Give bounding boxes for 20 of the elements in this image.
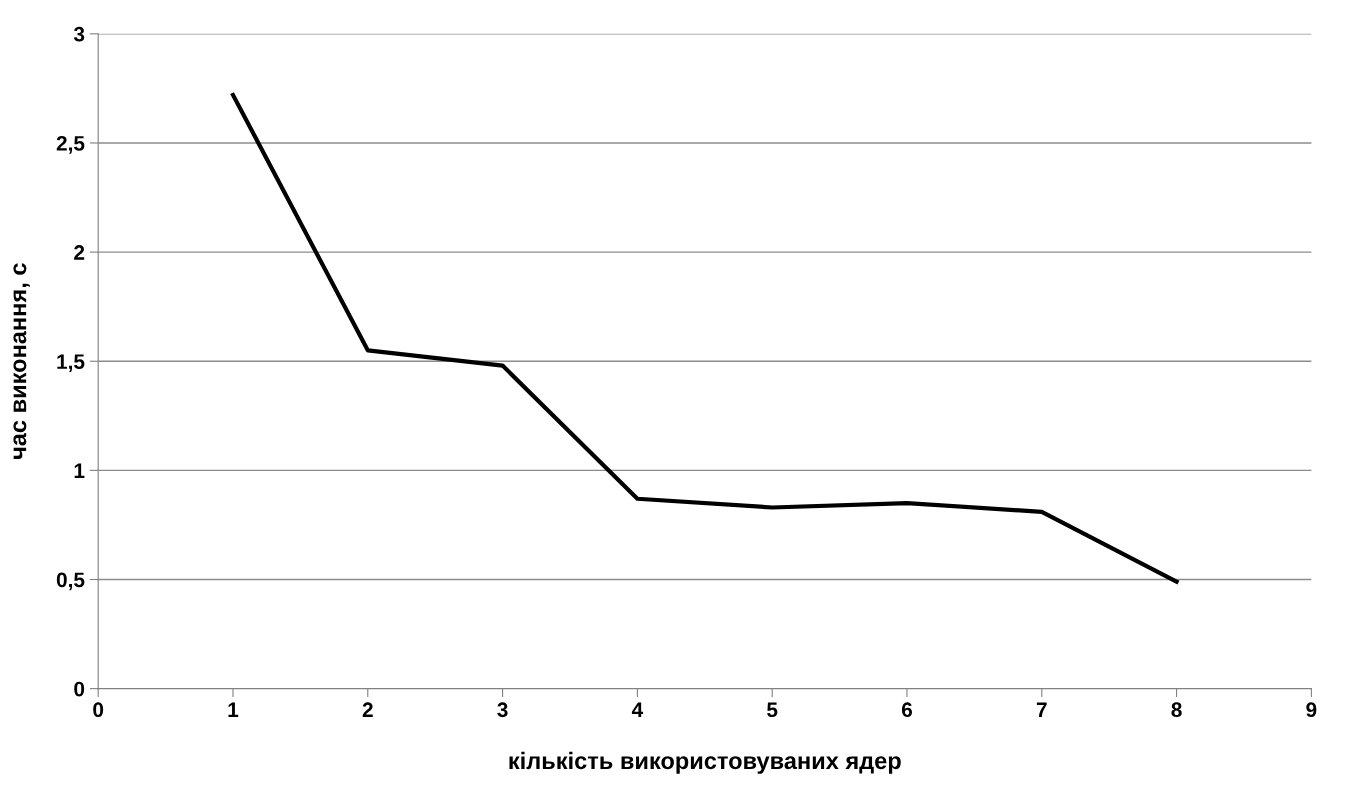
- x-axis-title: кількість використовуваних ядер: [509, 751, 901, 774]
- x-tick-label: 8: [1171, 702, 1182, 718]
- y-tick-label: 3: [73, 26, 85, 42]
- x-tick-label: 9: [1306, 702, 1317, 718]
- y-axis-title: час виконання, с: [13, 263, 30, 459]
- y-tick-label: 0: [74, 681, 85, 697]
- x-tick-label: 4: [631, 702, 644, 717]
- x-tick-label: 2: [362, 702, 373, 717]
- y-tick-label: 1,5: [57, 354, 85, 373]
- x-tick-label: 0: [93, 702, 104, 718]
- y-tick-label: 0,5: [56, 572, 85, 591]
- x-tick-label: 5: [767, 702, 778, 718]
- x-tick-label: 1: [228, 702, 239, 717]
- y-tick-label: 2: [74, 245, 85, 260]
- x-tick-label: 6: [901, 702, 913, 718]
- y-tick-label: 1: [74, 463, 85, 478]
- x-tick-label: 3: [497, 702, 508, 718]
- x-tick-label: 7: [1036, 702, 1047, 717]
- y-tick-label: 2,5: [56, 135, 85, 154]
- line-series: [230, 92, 1179, 584]
